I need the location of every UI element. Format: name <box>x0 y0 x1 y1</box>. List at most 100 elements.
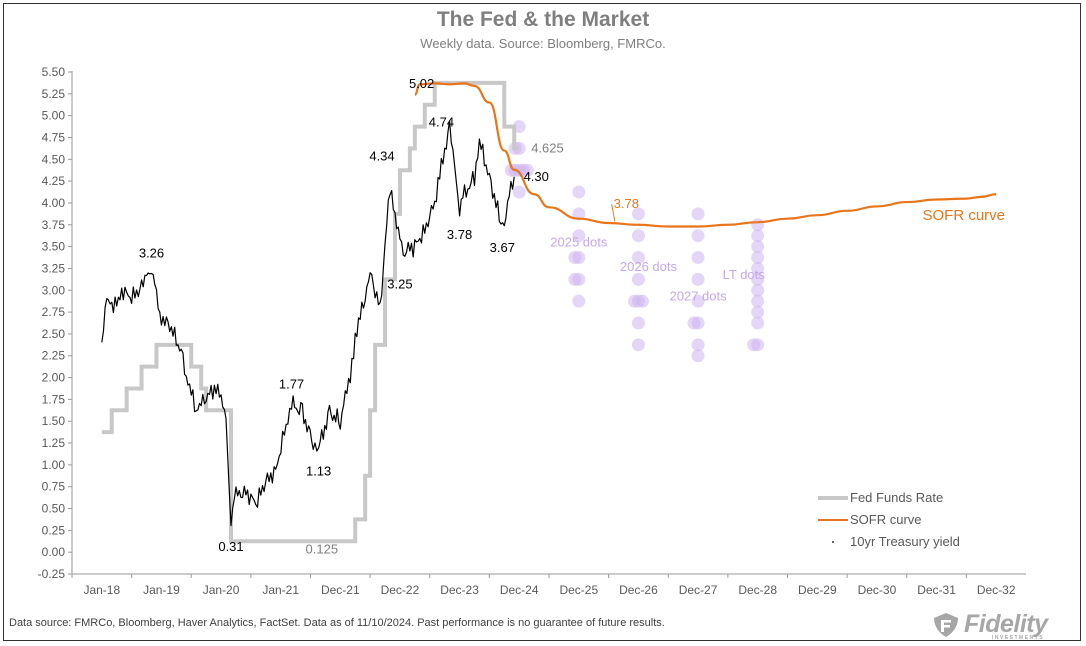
data-label: 5.02 <box>409 76 434 91</box>
sofr-curve-line <box>414 82 997 228</box>
fomc-dot <box>751 316 765 330</box>
x-tick-label: Jan-20 <box>203 583 240 597</box>
data-label: 1.77 <box>279 377 304 392</box>
y-tick-label: 0.00 <box>42 545 66 559</box>
fomc-dot <box>691 272 705 286</box>
fomc-dot <box>631 251 645 265</box>
y-tick-label: 4.00 <box>42 196 66 210</box>
fidelity-logo-tagline: INVESTMENTS <box>992 635 1045 641</box>
fomc-dot <box>635 294 649 308</box>
y-tick-label: 4.50 <box>42 152 66 166</box>
x-tick-label: Dec-31 <box>917 583 956 597</box>
fomc-dot <box>631 272 645 286</box>
fomc-dot <box>631 229 645 243</box>
fomc-dot <box>751 272 765 286</box>
y-tick-label: 2.50 <box>42 327 66 341</box>
data-label: 3.78 <box>447 227 472 242</box>
y-tick-label: 5.50 <box>42 65 66 79</box>
x-tick-label: Jan-18 <box>83 583 120 597</box>
dot-group-label: 2027 dots <box>670 289 728 304</box>
fomc-dot <box>751 283 765 297</box>
y-tick-label: 4.75 <box>42 130 66 144</box>
y-tick-label: 4.25 <box>42 174 66 188</box>
data-label: 4.625 <box>531 140 564 155</box>
y-tick-label: 5.00 <box>42 109 66 123</box>
fomc-dot <box>751 240 765 254</box>
fomc-dot <box>751 261 765 275</box>
x-tick-label: Dec-26 <box>619 583 658 597</box>
y-tick-label: -0.25 <box>38 567 66 581</box>
fomc-dot <box>512 185 526 199</box>
fomc-dot <box>572 294 586 308</box>
legend-item: Fed Funds Rate <box>818 490 943 505</box>
data-label: 4.74 <box>429 114 454 129</box>
x-tick-label: Dec-25 <box>559 583 598 597</box>
data-label: SOFR curve <box>923 207 1006 224</box>
fomc-dot <box>568 272 582 286</box>
x-tick-label: Dec-24 <box>500 583 539 597</box>
dot-group-label: LT dots <box>723 267 766 282</box>
dot-group-label: 2025 dots <box>550 235 608 250</box>
x-tick-label: Dec-21 <box>321 583 360 597</box>
fomc-dot <box>751 251 765 265</box>
dot-group-label: 2026 dots <box>620 259 678 274</box>
chart-subtitle: Weekly data. Source: Bloomberg, FMRCo. <box>420 36 666 51</box>
fomc-dot <box>691 229 705 243</box>
fidelity-logo-wordmark: Fidelity <box>964 610 1048 638</box>
data-label: 3.78 <box>614 196 639 211</box>
y-tick-label: 2.00 <box>42 371 66 385</box>
y-tick-label: 1.00 <box>42 458 66 472</box>
data-label: 3.67 <box>490 240 515 255</box>
data-label: 1.13 <box>306 464 331 479</box>
sofr-label-leader <box>611 204 616 222</box>
fomc-dot <box>691 349 705 363</box>
fomc-dot <box>504 163 518 177</box>
fomc-dot <box>691 207 705 221</box>
fomc-dot <box>747 338 761 352</box>
data-label: 3.25 <box>387 276 412 291</box>
legend-item: SOFR curve <box>818 512 922 527</box>
fomc-dot <box>751 305 765 319</box>
fomc-dot <box>751 229 765 243</box>
fidelity-logo-mark-icon <box>934 613 958 637</box>
x-tick-label: Dec-22 <box>381 583 420 597</box>
chart-title: The Fed & the Market <box>436 8 650 31</box>
fomc-dot <box>568 251 582 265</box>
y-tick-label: 3.00 <box>42 283 66 297</box>
data-label: 0.31 <box>218 539 243 554</box>
fomc-dot <box>572 185 586 199</box>
y-tick-label: 1.25 <box>42 436 66 450</box>
legend-label: SOFR curve <box>850 512 922 527</box>
x-tick-label: Dec-27 <box>679 583 718 597</box>
data-label: 3.26 <box>139 246 164 261</box>
fomc-dot <box>572 207 586 221</box>
y-tick-label: 2.25 <box>42 349 66 363</box>
y-tick-label: 3.75 <box>42 218 66 232</box>
x-tick-label: Dec-29 <box>798 583 837 597</box>
y-tick-label: 3.50 <box>42 240 66 254</box>
chart-frame <box>3 3 1081 641</box>
fomc-dot <box>631 207 645 221</box>
x-tick-label: Dec-23 <box>440 583 479 597</box>
fomc-dot <box>631 316 645 330</box>
x-tick-label: Jan-21 <box>262 583 299 597</box>
data-label: 0.125 <box>306 541 339 556</box>
legend-label: 10yr Treasury yield <box>850 534 960 549</box>
y-tick-label: 3.25 <box>42 261 66 275</box>
legend-label: Fed Funds Rate <box>850 490 943 505</box>
y-tick-label: 0.25 <box>42 523 66 537</box>
fomc-dot <box>520 163 534 177</box>
data-label: 4.34 <box>369 148 394 163</box>
fomc-dot <box>687 316 701 330</box>
x-tick-label: Jan-19 <box>143 583 180 597</box>
data-label: 4.30 <box>524 169 549 184</box>
legend-item: 10yr Treasury yield <box>832 534 960 549</box>
fidelity-logo: Fidelity INVESTMENTS <box>930 608 1080 641</box>
x-tick-label: Dec-30 <box>858 583 897 597</box>
y-tick-label: 0.75 <box>42 480 66 494</box>
y-tick-label: 5.25 <box>42 87 66 101</box>
y-tick-label: 1.75 <box>42 392 66 406</box>
fomc-dot <box>751 294 765 308</box>
x-tick-label: Dec-32 <box>977 583 1016 597</box>
